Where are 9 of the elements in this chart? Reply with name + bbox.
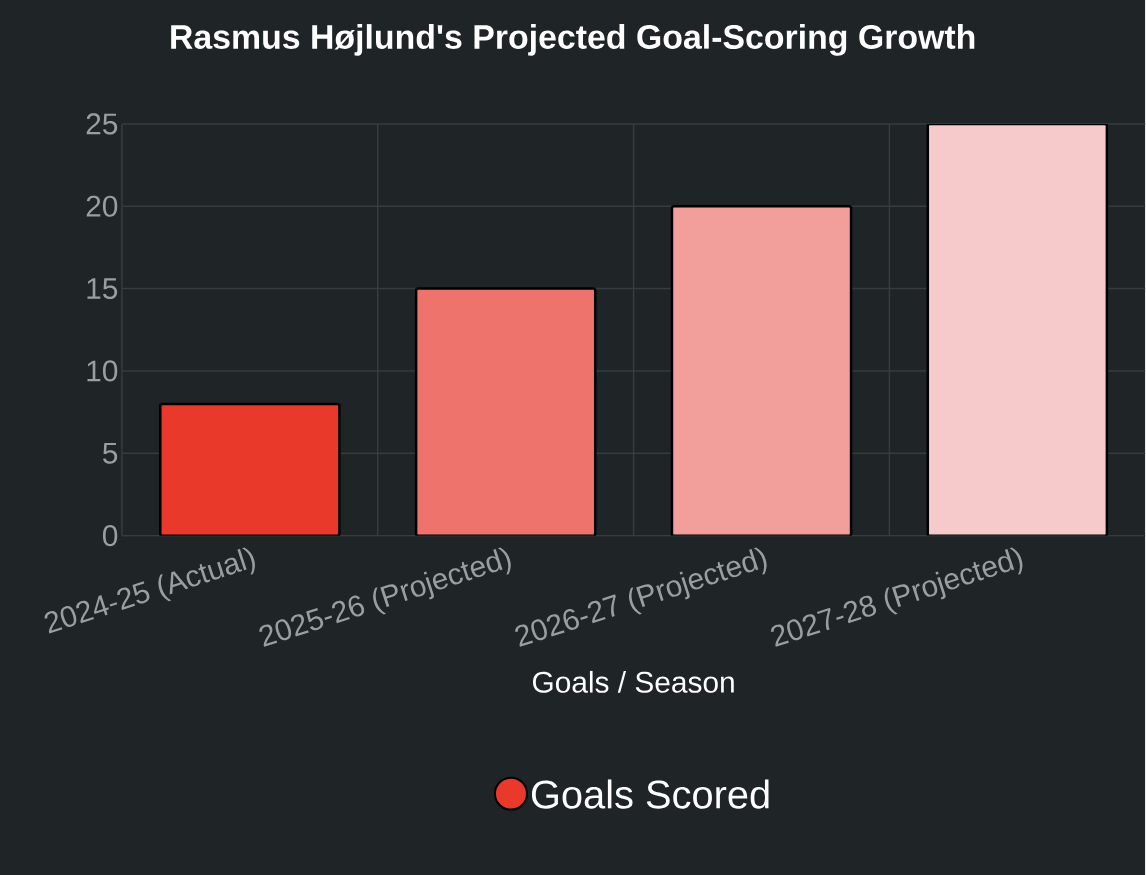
y-tick-label: 5 xyxy=(103,442,118,464)
y-tick-label: 10 xyxy=(87,360,118,382)
x-axis-title: Goals / Season xyxy=(532,670,734,693)
chart-title: Rasmus Højlund's Projected Goal-Scoring Growth xyxy=(171,23,975,56)
y-tick-label: 25 xyxy=(86,113,118,135)
y-tick-label: 0 xyxy=(102,524,118,547)
y-tick-label: 20 xyxy=(86,195,118,217)
legend-label: Goals Scored xyxy=(531,779,769,809)
y-tick-label: 15 xyxy=(87,277,118,299)
